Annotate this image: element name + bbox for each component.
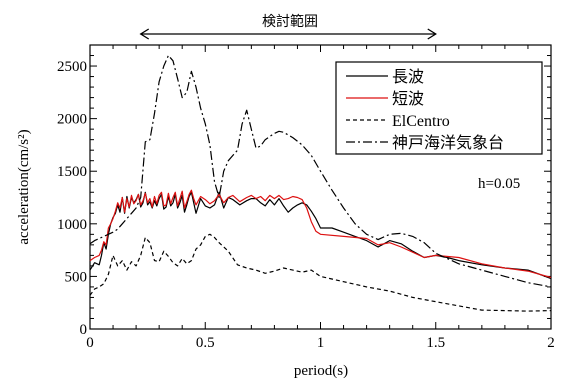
y-axis: 0 500 1000 1500 2000 2500 — [57, 55, 551, 338]
y-tick-label: 1000 — [57, 217, 87, 233]
series-line — [89, 189, 552, 279]
legend-label: 短波 — [392, 89, 424, 108]
legend-label: 神戸海洋気象台 — [392, 133, 504, 152]
x-tick-label: 1 — [317, 335, 325, 351]
legend-label: 長波 — [392, 67, 424, 86]
damping-label: h=0.05 — [478, 176, 520, 192]
range-annotation-label: 検討範囲 — [262, 13, 318, 30]
legend-label: ElCentro — [392, 113, 450, 130]
x-tick-label: 2 — [547, 335, 555, 351]
y-tick-label: 2000 — [57, 112, 87, 128]
x-axis-title: period(s) — [294, 363, 348, 379]
y-tick-label: 0 — [80, 322, 88, 338]
x-tick-label: 0.5 — [196, 335, 215, 351]
range-arrow-left-icon — [139, 28, 150, 40]
y-tick-label: 1500 — [57, 164, 87, 180]
y-tick-label: 500 — [65, 269, 88, 285]
series-layer — [89, 54, 552, 312]
range-arrow-right-icon — [427, 28, 437, 40]
series-line — [89, 54, 552, 288]
range-annotation: 検討範囲 — [139, 13, 437, 40]
series-line — [89, 233, 552, 312]
x-tick-label: 1.5 — [426, 335, 445, 351]
y-tick-label: 2500 — [57, 59, 87, 75]
x-tick-label: 0 — [86, 335, 94, 351]
x-axis: 0 0.5 1 1.5 2 — [86, 45, 555, 351]
series-line — [89, 191, 552, 280]
y-axis-title: acceleration(cm/s²) — [16, 129, 32, 244]
legend-box — [335, 61, 543, 155]
